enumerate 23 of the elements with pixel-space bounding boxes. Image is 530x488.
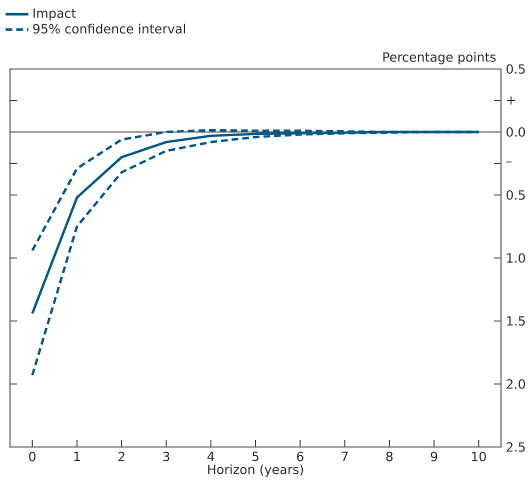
- y-tick-label: 0.5: [506, 64, 525, 74]
- x-tick-label: 4: [207, 452, 214, 461]
- x-axis-title: Horizon (years): [208, 464, 304, 477]
- y-tick-label: 1.5: [507, 316, 525, 326]
- y-tick-label: +: [507, 96, 516, 104]
- y-tick-label: 1.0: [507, 253, 526, 263]
- x-tick-label: 0: [29, 452, 36, 462]
- x-tick-label: 2: [118, 452, 124, 462]
- x-tick-label: 8: [386, 452, 393, 462]
- x-tick-label: 5: [252, 452, 258, 462]
- legend-label: 95% confidence interval: [33, 24, 186, 34]
- y-tick-label: 0.5: [506, 190, 525, 200]
- y-axis-title: Percentage points: [383, 52, 496, 64]
- y-tick-label: 0.0: [506, 127, 526, 137]
- y-tick-label: 2.5: [506, 442, 525, 452]
- x-tick-label: 10: [472, 452, 486, 462]
- y-tick-label: 2.0: [506, 379, 526, 389]
- x-tick-label: 7: [342, 452, 348, 461]
- x-tick-label: 3: [163, 452, 170, 462]
- x-tick-label: 1: [74, 452, 80, 461]
- x-tick-label: 6: [296, 452, 304, 462]
- x-tick-label: 9: [430, 452, 438, 462]
- legend-label: Impact: [34, 8, 76, 20]
